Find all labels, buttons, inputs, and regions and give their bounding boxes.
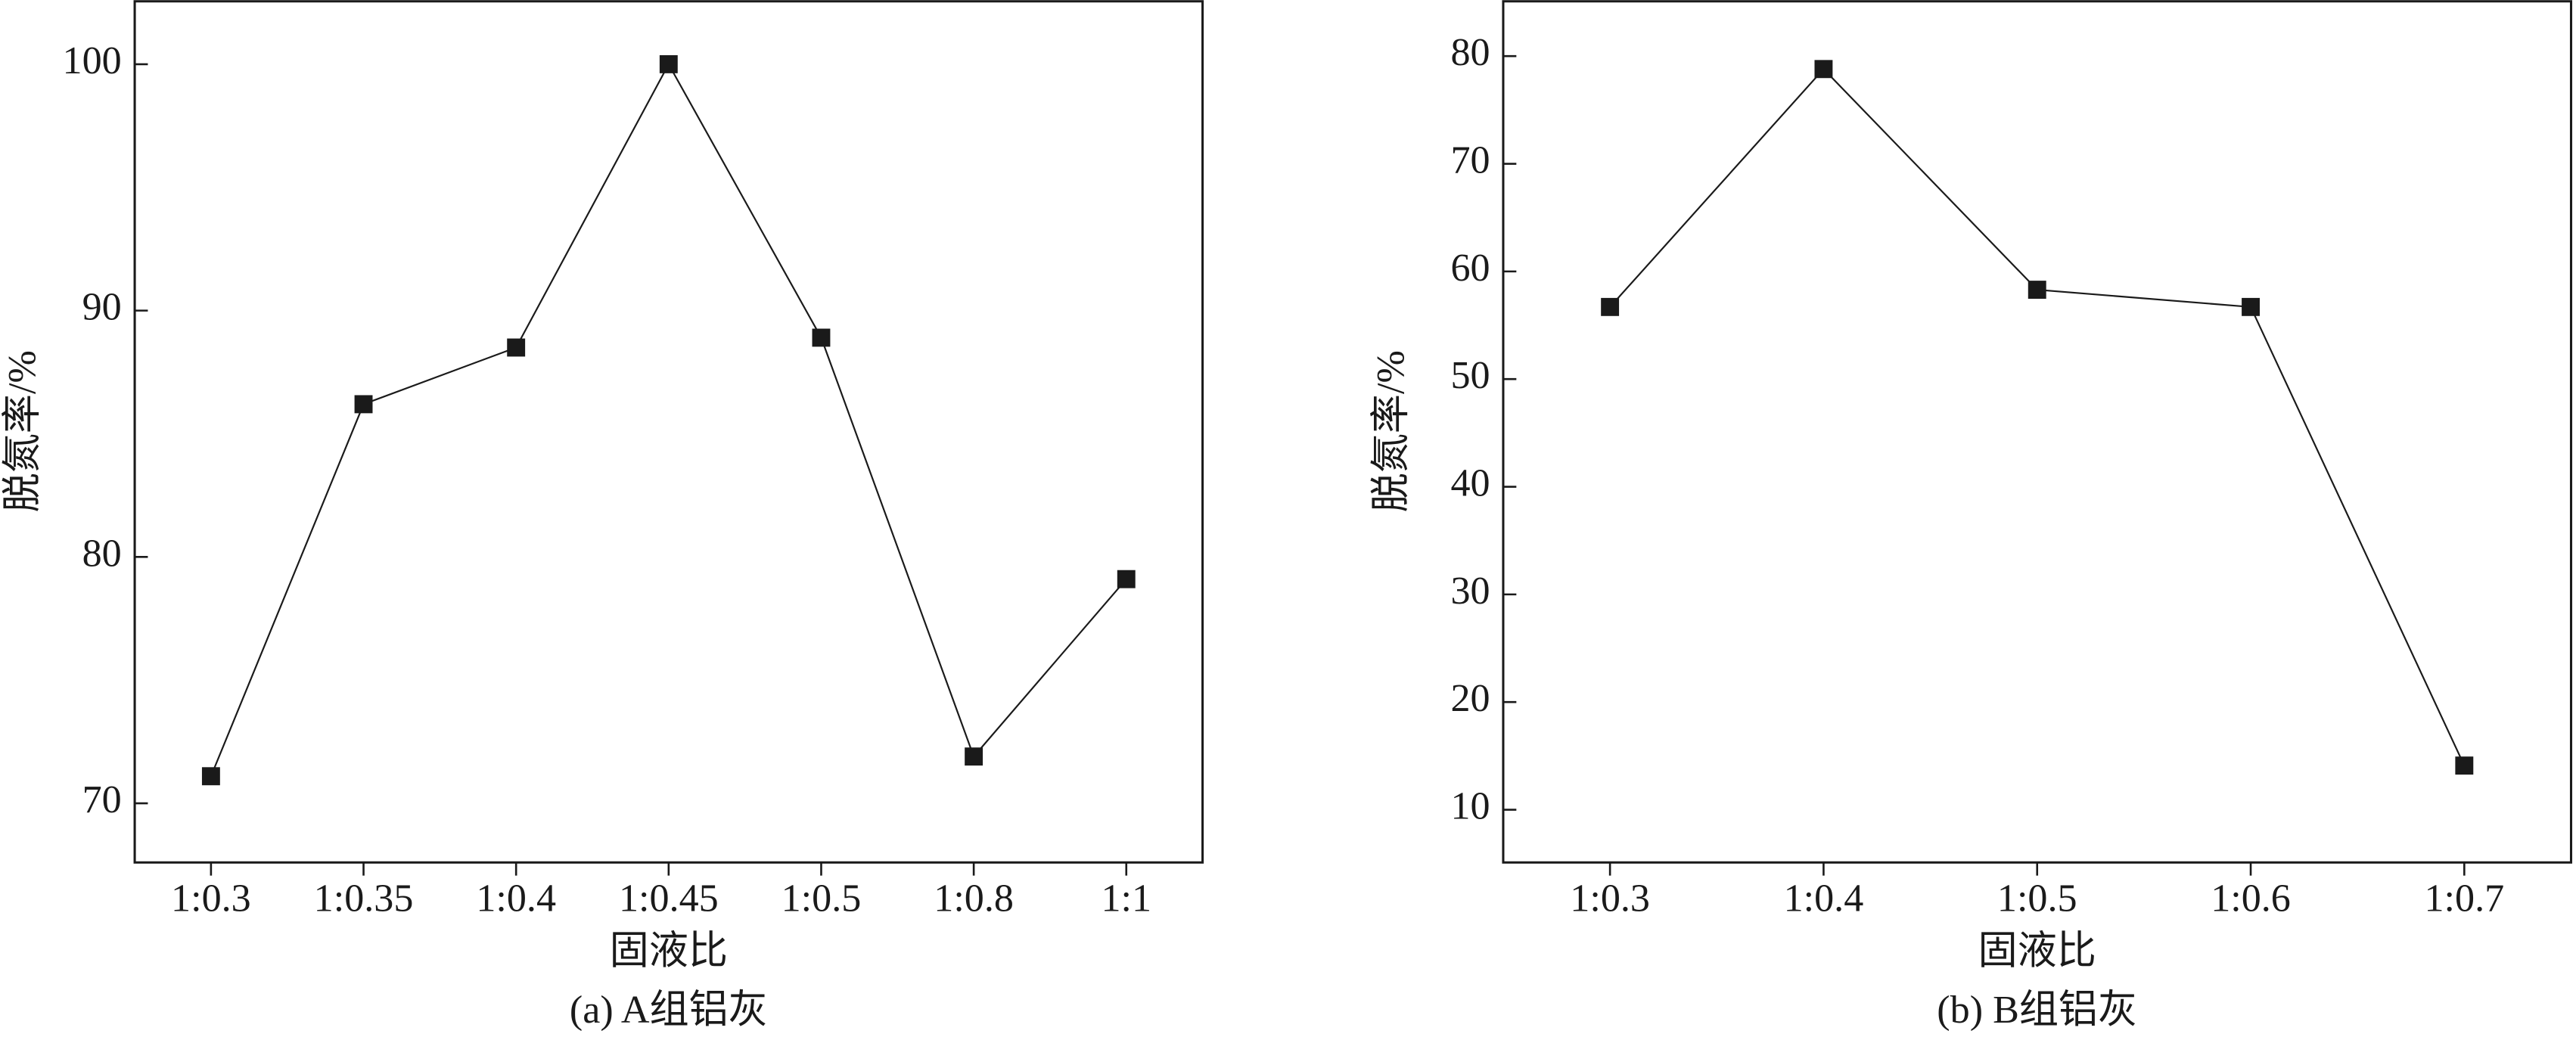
x-axis-label: 固液比 [1978, 930, 2096, 973]
x-axis-label: 固液比 [610, 930, 728, 973]
x-tick-label: 1:0.3 [171, 877, 251, 920]
x-tick-label: 1:0.6 [2211, 877, 2291, 920]
data-point [1601, 297, 1620, 316]
data-point [659, 54, 678, 73]
data-point [2455, 756, 2474, 775]
x-tick-label: 1:0.4 [476, 877, 556, 920]
data-point [354, 395, 373, 414]
data-point [1117, 570, 1136, 588]
x-tick-label: 1:0.3 [1570, 877, 1650, 920]
y-tick-label: 70 [82, 778, 122, 821]
y-tick-label: 90 [82, 286, 122, 329]
data-line [210, 62, 1127, 777]
y-tick-label: 10 [1450, 784, 1490, 827]
x-tick-label: 1:1 [1101, 877, 1151, 920]
plot-frame [133, 0, 1204, 864]
y-tick-label: 80 [82, 532, 122, 575]
y-axis-label: 脱氮率/% [2, 350, 45, 512]
chart-title: (a) A组铝灰 [570, 989, 768, 1032]
y-tick-label: 80 [1450, 31, 1490, 74]
y-tick-label: 20 [1450, 677, 1490, 720]
data-point [965, 747, 983, 766]
data-line [1609, 67, 2466, 766]
data-point [812, 328, 831, 347]
data-point [507, 338, 526, 357]
x-tick-label: 1:0.8 [934, 877, 1014, 920]
data-point [2242, 297, 2260, 316]
chart-title: (b) B组铝灰 [1937, 989, 2137, 1032]
y-tick-label: 50 [1450, 354, 1490, 397]
plot-frame [1502, 0, 2573, 864]
data-point [1814, 60, 1833, 79]
y-tick-label: 70 [1450, 138, 1490, 182]
y-tick-label: 60 [1450, 247, 1490, 290]
y-axis-label: 脱氮率/% [1370, 350, 1413, 512]
x-tick-label: 1:0.4 [1784, 877, 1864, 920]
y-tick-label: 100 [63, 39, 122, 82]
x-tick-label: 1:0.5 [782, 877, 862, 920]
y-tick-label: 30 [1450, 570, 1490, 613]
data-point [201, 767, 220, 786]
y-tick-label: 40 [1450, 461, 1490, 504]
x-tick-label: 1:0.45 [619, 877, 719, 920]
x-tick-label: 1:0.35 [314, 877, 414, 920]
data-point [2028, 281, 2046, 300]
x-tick-label: 1:0.5 [1997, 877, 2077, 920]
x-tick-label: 1:0.7 [2424, 877, 2504, 920]
